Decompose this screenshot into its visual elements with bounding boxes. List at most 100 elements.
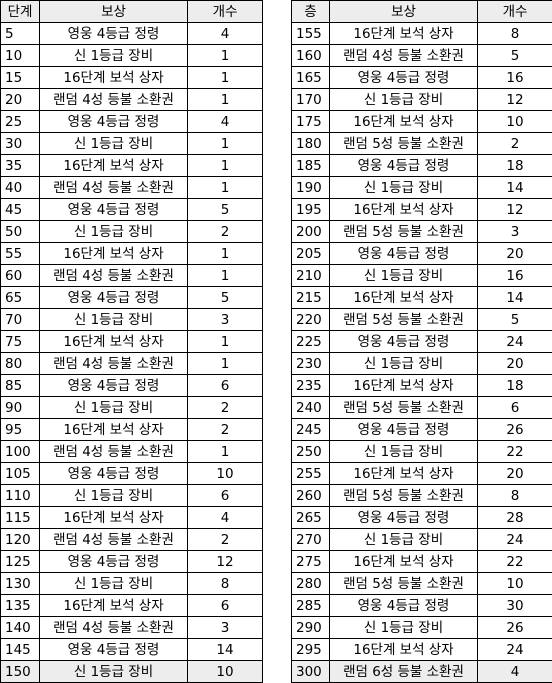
cell-count: 8 — [188, 573, 263, 595]
cell-level: 160 — [292, 45, 330, 67]
cell-level: 70 — [1, 309, 40, 331]
cell-reward: 16단계 보석 상자 — [40, 507, 188, 529]
cell-level: 145 — [1, 639, 40, 661]
cell-level: 230 — [292, 353, 330, 375]
cell-count: 12 — [478, 199, 552, 221]
cell-count: 4 — [478, 661, 552, 683]
cell-level: 95 — [1, 419, 40, 441]
cell-reward: 영웅 4등급 정령 — [330, 595, 478, 617]
cell-count: 6 — [188, 375, 263, 397]
cell-count: 2 — [188, 397, 263, 419]
cell-reward: 16단계 보석 상자 — [330, 463, 478, 485]
cell-level: 290 — [292, 617, 330, 639]
header-floor: 층 — [292, 1, 330, 23]
cell-reward: 랜덤 5성 등불 소환권 — [330, 221, 478, 243]
cell-level: 10 — [1, 45, 40, 67]
cell-reward: 랜덤 5성 등불 소환권 — [330, 309, 478, 331]
cell-count: 3 — [188, 617, 263, 639]
cell-count: 1 — [188, 133, 263, 155]
cell-count: 1 — [188, 155, 263, 177]
cell-count: 8 — [478, 485, 552, 507]
cell-count: 12 — [478, 89, 552, 111]
cell-level: 225 — [292, 331, 330, 353]
cell-count: 5 — [478, 309, 552, 331]
cell-count: 20 — [478, 243, 552, 265]
cell-level: 275 — [292, 551, 330, 573]
cell-level: 35 — [1, 155, 40, 177]
cell-count: 4 — [188, 507, 263, 529]
cell-level: 60 — [1, 265, 40, 287]
cell-level: 270 — [292, 529, 330, 551]
cell-level: 170 — [292, 89, 330, 111]
cell-reward: 16단계 보석 상자 — [40, 243, 188, 265]
cell-count: 3 — [478, 221, 552, 243]
cell-reward: 16단계 보석 상자 — [330, 23, 478, 45]
cell-count: 22 — [478, 441, 552, 463]
cell-reward: 영웅 4등급 정령 — [330, 67, 478, 89]
cell-reward: 영웅 4등급 정령 — [40, 463, 188, 485]
cell-reward: 16단계 보석 상자 — [330, 551, 478, 573]
cell-level: 215 — [292, 287, 330, 309]
cell-count: 1 — [188, 243, 263, 265]
cell-reward: 영웅 4등급 정령 — [330, 155, 478, 177]
cell-reward: 신 1등급 장비 — [330, 441, 478, 463]
cell-level: 295 — [292, 639, 330, 661]
cell-reward: 랜덤 5성 등불 소환권 — [330, 397, 478, 419]
cell-reward: 신 1등급 장비 — [40, 397, 188, 419]
cell-count: 18 — [478, 155, 552, 177]
cell-level: 135 — [1, 595, 40, 617]
cell-reward: 신 1등급 장비 — [40, 661, 188, 683]
cell-reward: 16단계 보석 상자 — [330, 199, 478, 221]
cell-reward: 신 1등급 장비 — [40, 309, 188, 331]
cell-level: 255 — [292, 463, 330, 485]
cell-reward: 랜덤 4성 등불 소환권 — [330, 45, 478, 67]
cell-reward: 신 1등급 장비 — [330, 353, 478, 375]
cell-reward: 신 1등급 장비 — [330, 529, 478, 551]
cell-count: 16 — [478, 67, 552, 89]
cell-reward: 랜덤 4성 등불 소환권 — [40, 617, 188, 639]
cell-count: 1 — [188, 331, 263, 353]
cell-level: 125 — [1, 551, 40, 573]
cell-count: 18 — [478, 375, 552, 397]
cell-level: 100 — [1, 441, 40, 463]
cell-level: 25 — [1, 111, 40, 133]
cell-count: 4 — [188, 23, 263, 45]
cell-count: 20 — [478, 353, 552, 375]
cell-count: 2 — [188, 419, 263, 441]
cell-level: 140 — [1, 617, 40, 639]
cell-reward: 영웅 4등급 정령 — [40, 111, 188, 133]
cell-reward: 랜덤 6성 등불 소환권 — [330, 661, 478, 683]
cell-reward: 영웅 4등급 정령 — [40, 551, 188, 573]
cell-level: 205 — [292, 243, 330, 265]
cell-count: 1 — [188, 353, 263, 375]
cell-level: 90 — [1, 397, 40, 419]
cell-count: 2 — [188, 221, 263, 243]
cell-reward: 랜덤 4성 등불 소환권 — [40, 265, 188, 287]
